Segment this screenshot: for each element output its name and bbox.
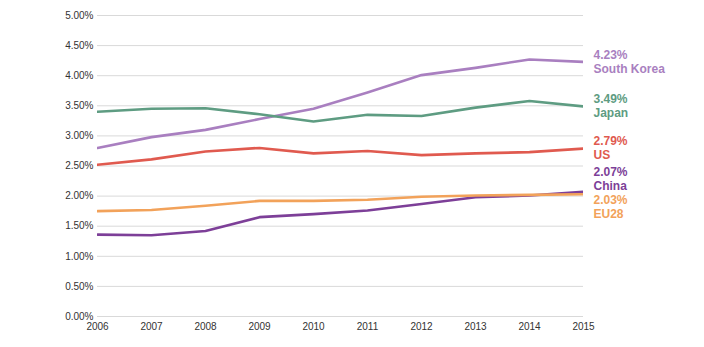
svg-text:2008: 2008 [194,321,217,332]
svg-text:1.00%: 1.00% [65,251,93,262]
svg-text:2013: 2013 [464,321,487,332]
svg-text:0.00%: 0.00% [65,310,94,322]
svg-text:EU28: EU28 [594,207,624,221]
svg-text:0.50%: 0.50% [65,281,93,292]
svg-text:South Korea: South Korea [594,62,666,76]
svg-text:3.49%: 3.49% [594,92,628,106]
svg-text:US: US [594,148,611,162]
svg-text:Japan: Japan [594,106,629,120]
svg-text:4.00%: 4.00% [65,70,93,81]
svg-text:1.50%: 1.50% [65,220,93,231]
svg-text:2015: 2015 [572,321,595,332]
svg-text:5.00%: 5.00% [65,10,93,21]
svg-text:2009: 2009 [248,321,271,332]
svg-text:4.23%: 4.23% [594,48,628,62]
svg-text:2.07%: 2.07% [594,165,628,179]
svg-text:2.79%: 2.79% [594,134,628,148]
svg-text:2014: 2014 [518,321,541,332]
svg-text:3.50%: 3.50% [65,100,93,111]
svg-text:2006: 2006 [86,321,109,332]
svg-text:2010: 2010 [302,321,325,332]
svg-text:2.03%: 2.03% [594,193,628,207]
svg-text:2012: 2012 [410,321,433,332]
svg-text:3.00%: 3.00% [65,130,93,141]
svg-text:China: China [594,179,628,193]
svg-text:4.50%: 4.50% [65,40,93,51]
svg-text:2.50%: 2.50% [65,160,93,171]
svg-text:2007: 2007 [140,321,163,332]
svg-text:2.00%: 2.00% [65,190,93,201]
svg-text:2011: 2011 [357,321,379,332]
